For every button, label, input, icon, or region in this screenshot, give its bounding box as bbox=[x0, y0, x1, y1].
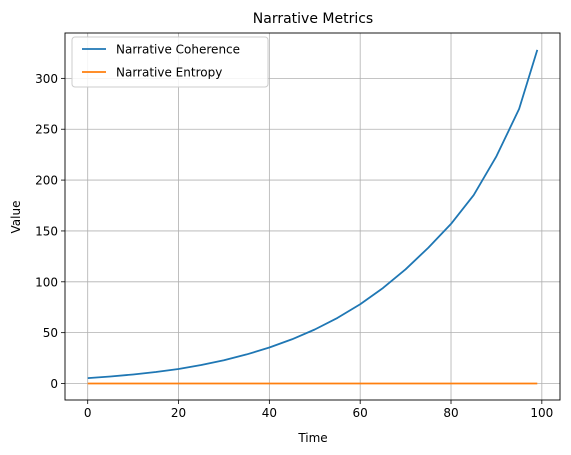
x-tick-label: 100 bbox=[530, 406, 553, 420]
series-layer bbox=[88, 50, 538, 384]
x-axis-title: Time bbox=[297, 431, 327, 445]
y-tick-label: 250 bbox=[35, 123, 58, 137]
legend-label-entropy: Narrative Entropy bbox=[116, 66, 222, 80]
x-tick-label: 20 bbox=[171, 406, 186, 420]
y-tick-label: 50 bbox=[43, 326, 58, 340]
y-tick-label: 300 bbox=[35, 72, 58, 86]
y-tick-label: 0 bbox=[50, 377, 58, 391]
x-tick-label: 80 bbox=[443, 406, 458, 420]
y-axis-title: Value bbox=[9, 201, 23, 234]
y-tick-label: 150 bbox=[35, 224, 58, 238]
legend-label-coherence: Narrative Coherence bbox=[116, 43, 240, 57]
narrative-coherence-line bbox=[88, 50, 538, 378]
x-tick-label: 60 bbox=[353, 406, 368, 420]
x-tick-label: 0 bbox=[84, 406, 92, 420]
grid-layer bbox=[65, 33, 560, 400]
chart-title: Narrative Metrics bbox=[253, 11, 373, 27]
y-tick-label: 200 bbox=[35, 174, 58, 188]
plot-frame bbox=[65, 33, 560, 400]
legend: Narrative Coherence Narrative Entropy bbox=[72, 37, 268, 87]
y-tick-label: 100 bbox=[35, 275, 58, 289]
x-tick-label: 40 bbox=[262, 406, 277, 420]
tick-layer: 0 20 40 60 80 100 0 50 100 150 200 250 300 bbox=[35, 72, 553, 420]
